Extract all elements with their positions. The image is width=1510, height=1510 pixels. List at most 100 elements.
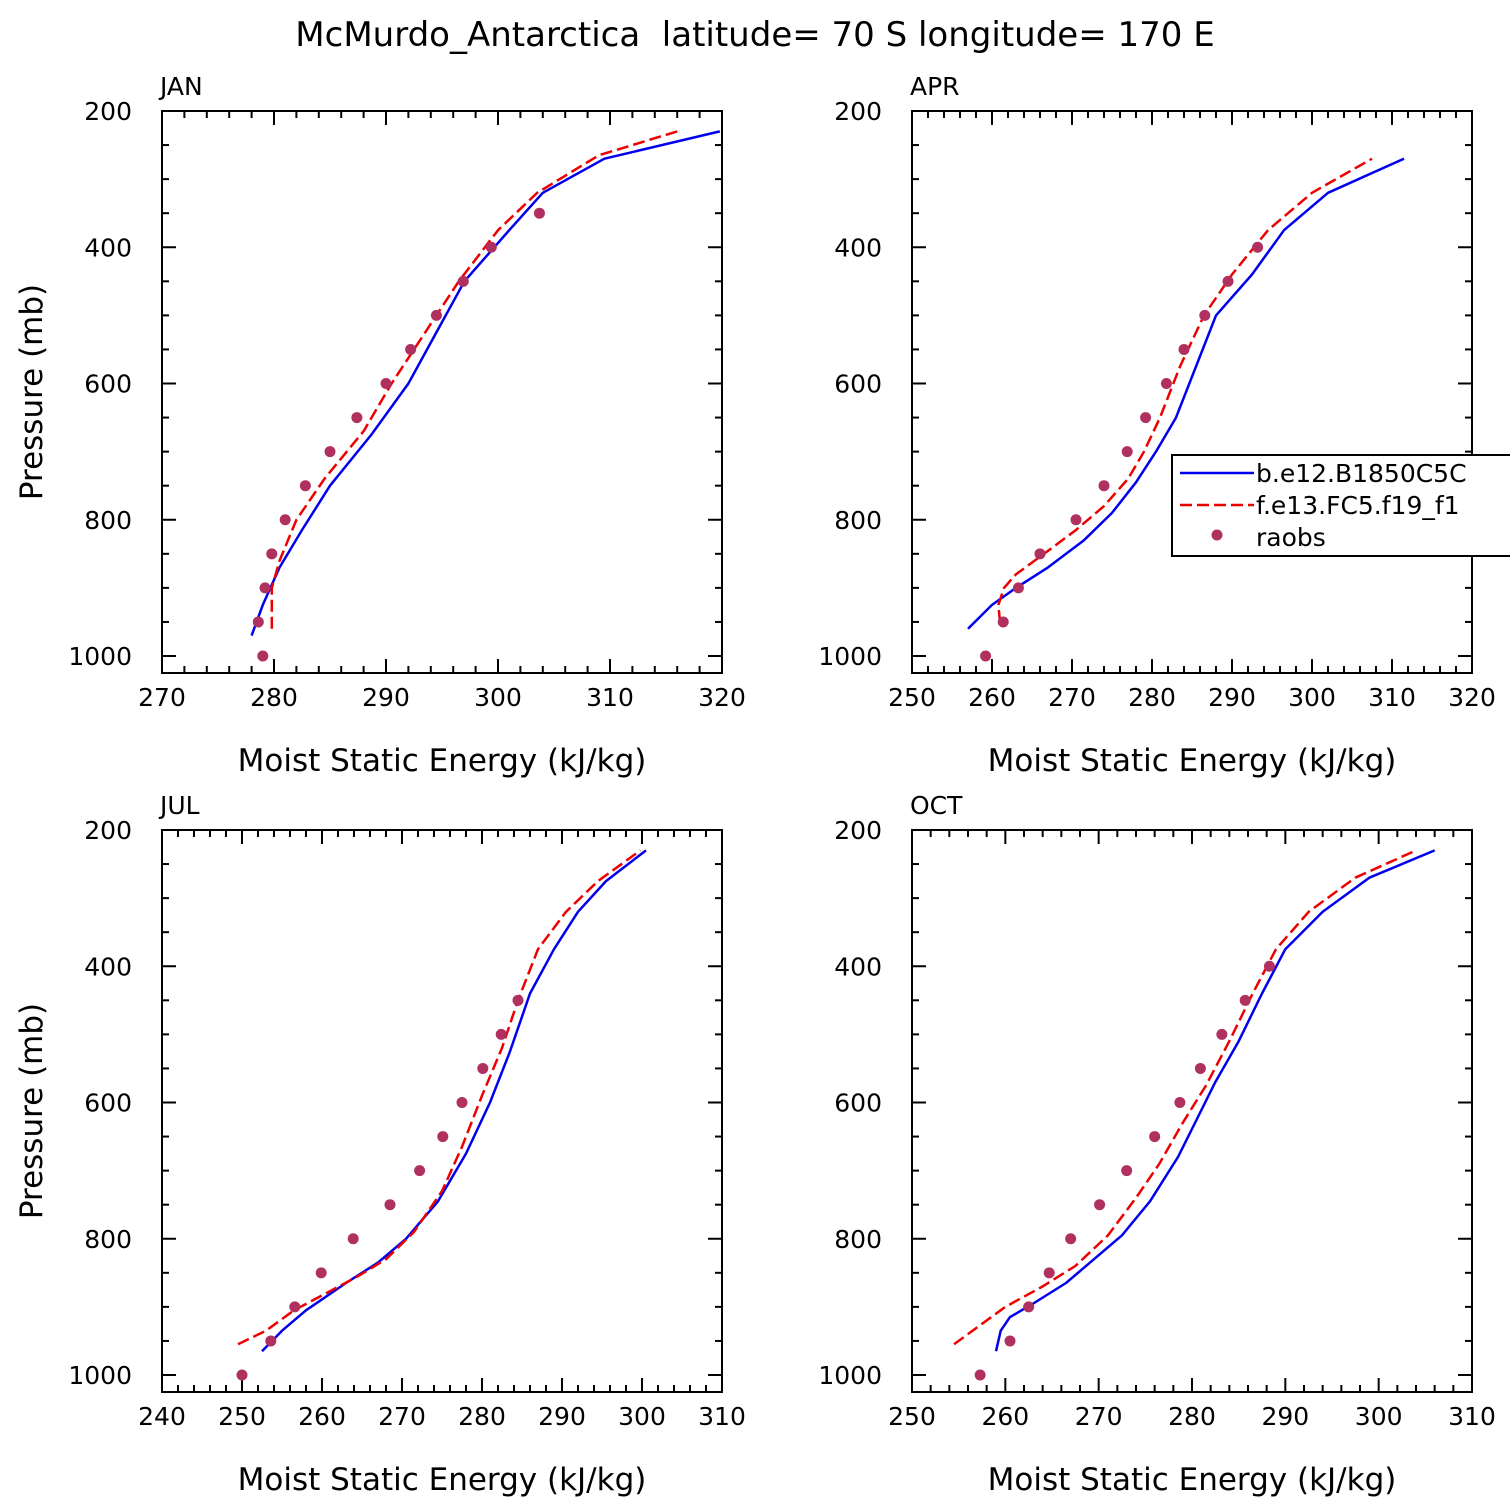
y-tick-label: 1000: [818, 1361, 882, 1390]
x-tick-label: 290: [362, 683, 410, 712]
panel-apr: APR 250 260 270 280 290 300 310 320 200 400 600 800 1…: [818, 72, 1495, 779]
panel-jan: JAN 270 280 290 300 310 320 200 400 600 800 1000 Moi…: [14, 72, 746, 779]
x-tick-label: 310: [586, 683, 634, 712]
x-tick-label: 250: [888, 683, 936, 712]
raobs-point: [533, 207, 545, 219]
legend-swatch-raobs: [1211, 529, 1223, 541]
y-tick-label: 1000: [68, 642, 132, 671]
raobs-point: [512, 994, 524, 1006]
series-group: [236, 849, 647, 1381]
raobs-point: [266, 548, 278, 560]
raobs-point: [495, 1028, 507, 1040]
raobs-point: [485, 241, 497, 253]
raobs-point: [1149, 1131, 1161, 1143]
series-line-f-e13: [953, 849, 1417, 1346]
raobs-point: [1222, 275, 1234, 287]
y-tick-label: 600: [834, 370, 882, 399]
plot-frame: [161, 110, 723, 674]
x-tick-label: 280: [1128, 683, 1176, 712]
raobs-point: [430, 309, 442, 321]
panel-label: APR: [910, 72, 960, 101]
x-tick-label: 310: [1368, 683, 1416, 712]
raobs-point: [477, 1062, 489, 1074]
raobs-point: [1004, 1335, 1016, 1347]
x-tick-label: 310: [1448, 1402, 1496, 1431]
raobs-point: [457, 275, 469, 287]
y-tick-label: 400: [834, 952, 882, 981]
y-tick-label: 800: [84, 506, 132, 535]
raobs-point: [1012, 582, 1024, 594]
x-tick-label: 290: [1208, 683, 1256, 712]
raobs-point: [315, 1267, 327, 1279]
series-group: [953, 849, 1436, 1381]
x-tick-label: 260: [968, 683, 1016, 712]
raobs-point: [980, 650, 992, 662]
series-line-b-e12: [967, 157, 1405, 630]
y-tick-label: 800: [84, 1225, 132, 1254]
x-tick-label: 320: [1448, 683, 1496, 712]
raobs-point: [1070, 514, 1082, 526]
raobs-point: [1199, 309, 1211, 321]
x-tick-label: 320: [698, 683, 746, 712]
raobs-point: [1121, 446, 1133, 458]
raobs-point: [299, 480, 311, 492]
raobs-point: [236, 1369, 248, 1381]
raobs-point: [384, 1199, 396, 1211]
raobs-point: [289, 1301, 301, 1313]
x-tick-label: 260: [298, 1402, 346, 1431]
series-line-b-e12: [250, 130, 721, 637]
panel-label: OCT: [910, 791, 963, 820]
raobs-point: [324, 446, 336, 458]
raobs-point: [1263, 960, 1275, 972]
panel-label: JAN: [158, 72, 203, 101]
raobs-point: [1174, 1097, 1186, 1108]
raobs-point: [405, 343, 417, 355]
x-tick-label: 240: [138, 1402, 186, 1431]
raobs-point: [456, 1097, 468, 1108]
panel-label: JUL: [158, 791, 200, 820]
raobs-point: [1140, 412, 1152, 424]
raobs-point: [257, 650, 269, 662]
raobs-point: [1034, 548, 1046, 560]
raobs-point: [1065, 1233, 1077, 1245]
y-tick-label: 800: [834, 1225, 882, 1254]
x-tick-label: 280: [250, 683, 298, 712]
raobs-point: [1160, 378, 1172, 389]
series-group: [250, 130, 721, 662]
x-tick-label: 270: [1048, 683, 1096, 712]
series-line-f-e13: [237, 849, 642, 1346]
y-tick-label: 1000: [68, 1361, 132, 1390]
series-group: [967, 157, 1405, 662]
y-tick-label: 800: [834, 506, 882, 535]
raobs-point: [1178, 343, 1190, 355]
raobs-point: [279, 514, 291, 526]
x-tick-label: 280: [458, 1402, 506, 1431]
x-tick-label: 310: [698, 1402, 746, 1431]
plot-frame: [911, 110, 1473, 674]
raobs-point: [351, 412, 363, 424]
series-line-b-e12: [994, 849, 1436, 1352]
raobs-point: [1239, 994, 1251, 1006]
raobs-point: [347, 1233, 359, 1245]
raobs-point: [974, 1369, 986, 1381]
x-tick-label: 270: [1075, 1402, 1123, 1431]
raobs-point: [437, 1131, 449, 1143]
raobs-point: [1023, 1301, 1035, 1313]
y-tick-label: 400: [834, 233, 882, 262]
legend-label: f.e13.FC5.f19_f1: [1256, 491, 1460, 520]
x-tick-label: 300: [1288, 683, 1336, 712]
series-line-b-e12: [261, 849, 647, 1353]
y-tick-label: 600: [84, 1089, 132, 1118]
y-tick-label: 1000: [818, 642, 882, 671]
raobs-point: [1094, 1199, 1106, 1211]
x-tick-label: 290: [1261, 1402, 1309, 1431]
x-axis-label: Moist Static Energy (kJ/kg): [238, 743, 647, 779]
panels: JAN 270 280 290 300 310 320 200 400 600 800 1000 Moi…: [14, 72, 1496, 1498]
x-tick-label: 300: [1355, 1402, 1403, 1431]
legend-label: b.e12.B1850C5C: [1256, 459, 1467, 488]
panel-jul: JUL 240 250 260 270 280 290 300 310 200 400 600 800 1…: [14, 791, 746, 1498]
x-axis-label: Moist Static Energy (kJ/kg): [988, 743, 1397, 779]
legend-label: raobs: [1256, 523, 1326, 552]
